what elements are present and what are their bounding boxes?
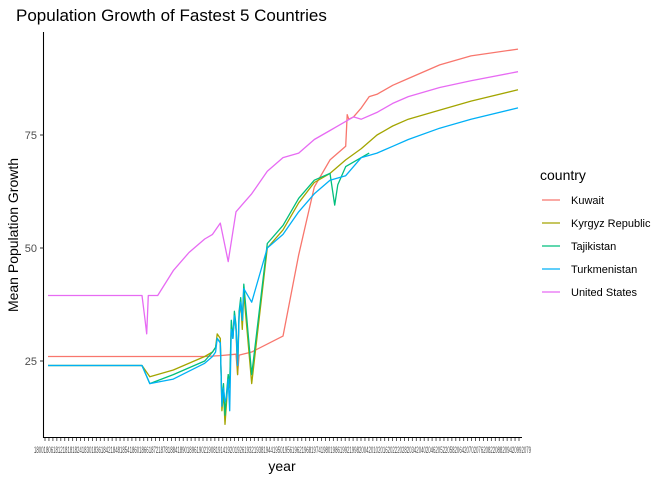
series-line-turkmenistan [48, 107, 519, 412]
x-axis: 1800180618121818182418301836184218481854… [34, 436, 531, 455]
y-tick-label: 25 [25, 356, 37, 368]
y-axis: 25 50 75 [25, 32, 45, 438]
chart-title: Population Growth of Fastest 5 Countries [16, 6, 327, 25]
y-tick-label: 50 [25, 243, 37, 255]
series-line-kuwait [48, 48, 519, 376]
legend-label: Turkmenistan [571, 264, 637, 276]
y-tick-label: 75 [25, 130, 37, 142]
series-line-united-states [48, 71, 519, 335]
legend: country Kuwait Kyrgyz Republic Tajikistan T… [540, 167, 651, 299]
plot-area [48, 48, 519, 425]
series-line-kyrgyz-republic [48, 89, 519, 425]
x-axis-title: year [268, 458, 296, 474]
series-line-tajikistan [48, 152, 370, 416]
legend-label: Tajikistan [571, 241, 616, 253]
legend-label: Kuwait [571, 195, 604, 207]
legend-title: country [540, 167, 586, 183]
x-tick-labels: 1800180618121818182418301836184218481854… [34, 445, 531, 455]
y-axis-title: Mean Population Growth [5, 158, 21, 312]
legend-label: Kyrgyz Republic [571, 218, 651, 230]
legend-label: United States [571, 287, 638, 299]
